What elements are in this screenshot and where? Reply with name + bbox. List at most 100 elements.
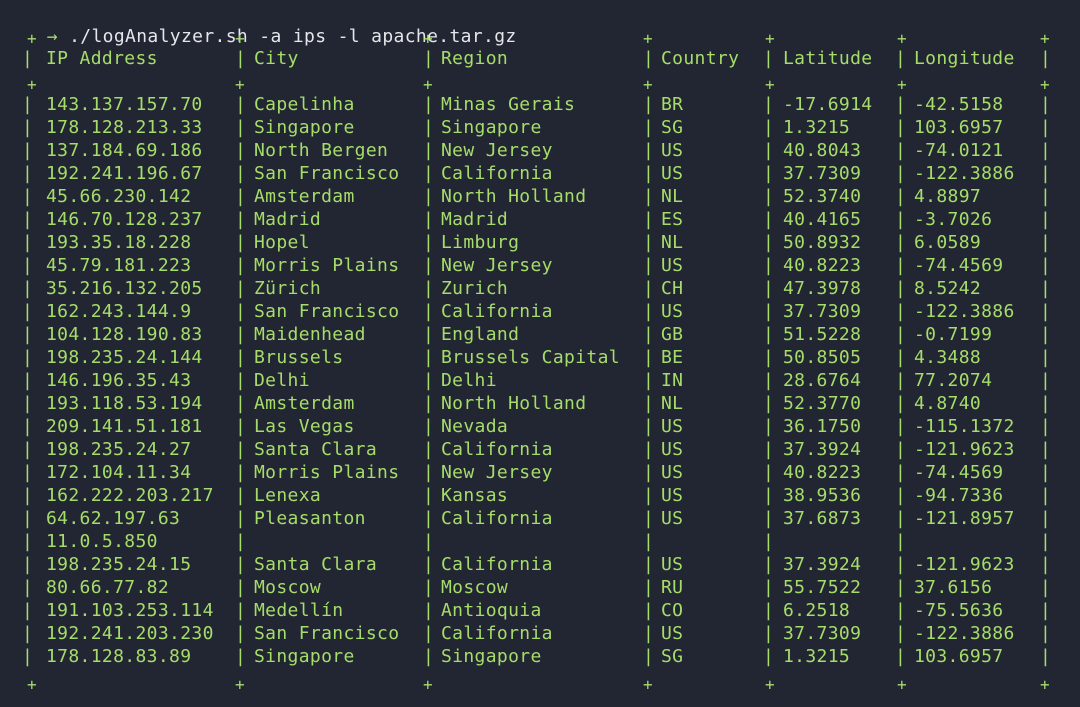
column-divider: | [235, 531, 247, 552]
table-cell: -74.4569 [914, 255, 1004, 276]
separator-plus: + [1040, 75, 1050, 94]
table-cell: Latitude [783, 48, 873, 69]
table-cell: ES [661, 209, 684, 230]
column-divider: | [643, 508, 655, 529]
table-cell: Madrid [254, 209, 322, 230]
column-divider: | [423, 646, 435, 667]
table-cell: -74.0121 [914, 140, 1004, 161]
column-divider: | [895, 94, 907, 115]
table-cell: US [661, 163, 684, 184]
table-cell: -115.1372 [914, 416, 1015, 437]
table-cell: 198.235.24.27 [46, 439, 192, 460]
table-cell: Country [661, 48, 740, 69]
column-divider: | [895, 439, 907, 460]
table-cell: North Bergen [254, 140, 389, 161]
column-divider: | [763, 646, 775, 667]
table-cell: 37.6156 [914, 577, 993, 598]
column-divider: | [1040, 462, 1052, 483]
column-divider: | [423, 163, 435, 184]
column-divider: | [895, 347, 907, 368]
column-divider: | [1040, 186, 1052, 207]
column-divider: | [1040, 531, 1052, 552]
column-divider: | [763, 347, 775, 368]
table-cell: California [441, 439, 553, 460]
table-cell: 51.5228 [783, 324, 862, 345]
table-cell: 191.103.253.114 [46, 600, 214, 621]
table-cell: 1.3215 [783, 117, 851, 138]
column-divider: | [1040, 117, 1052, 138]
command-line: → ./logAnalyzer.sh -a ips -l apache.tar.… [2, 2, 517, 47]
table-cell: SG [661, 646, 684, 667]
column-divider: | [643, 623, 655, 644]
table-cell: Lenexa [254, 485, 322, 506]
separator-plus: + [235, 75, 245, 94]
table-cell: NL [661, 232, 684, 253]
column-divider: | [1040, 278, 1052, 299]
column-divider: | [895, 255, 907, 276]
column-divider: | [895, 278, 907, 299]
table-cell: Brussels Capital [441, 347, 620, 368]
table-cell: Madrid [441, 209, 509, 230]
table-cell: 4.8740 [914, 393, 982, 414]
column-divider: | [235, 186, 247, 207]
column-divider: | [423, 508, 435, 529]
table-cell: RU [661, 577, 684, 598]
table-cell: 40.8043 [783, 140, 862, 161]
column-divider: | [763, 278, 775, 299]
column-divider: | [423, 255, 435, 276]
table-cell: Longitude [914, 48, 1015, 69]
column-divider: | [895, 163, 907, 184]
column-divider: | [1040, 163, 1052, 184]
table-cell: 37.7309 [783, 301, 862, 322]
column-divider: | [895, 117, 907, 138]
table-cell: Region [441, 48, 509, 69]
table-cell: North Holland [441, 186, 587, 207]
table-cell: North Holland [441, 393, 587, 414]
column-divider: | [423, 94, 435, 115]
column-divider: | [643, 462, 655, 483]
column-divider: | [763, 301, 775, 322]
table-cell: US [661, 508, 684, 529]
table-cell: 193.35.18.228 [46, 232, 192, 253]
column-divider: | [22, 301, 34, 322]
table-cell: 40.4165 [783, 209, 862, 230]
table-cell: Singapore [441, 117, 542, 138]
column-divider: | [235, 577, 247, 598]
table-cell: California [441, 163, 553, 184]
column-divider: | [22, 186, 34, 207]
column-divider: | [895, 301, 907, 322]
column-divider: | [22, 416, 34, 437]
column-divider: | [763, 439, 775, 460]
column-divider: | [22, 462, 34, 483]
table-cell: 146.70.128.237 [46, 209, 203, 230]
column-divider: | [423, 186, 435, 207]
prompt-line[interactable]: → [2, 686, 58, 707]
table-cell: 50.8505 [783, 347, 862, 368]
table-cell: US [661, 255, 684, 276]
table-cell: Zurich [441, 278, 509, 299]
table-cell: 37.7309 [783, 163, 862, 184]
column-divider: | [1040, 439, 1052, 460]
column-divider: | [643, 140, 655, 161]
prompt-arrow-icon: → [46, 26, 58, 47]
separator-plus: + [897, 675, 907, 694]
table-cell: 38.9536 [783, 485, 862, 506]
table-cell: BE [661, 347, 684, 368]
table-cell: -122.3886 [914, 301, 1015, 322]
table-cell: 37.6873 [783, 508, 862, 529]
column-divider: | [423, 48, 435, 69]
column-divider: | [235, 370, 247, 391]
column-divider: | [423, 301, 435, 322]
table-cell: 103.6957 [914, 646, 1004, 667]
column-divider: | [895, 485, 907, 506]
table-cell: -17.6914 [783, 94, 873, 115]
table-cell: New Jersey [441, 255, 553, 276]
column-divider: | [1040, 508, 1052, 529]
separator-plus: + [423, 75, 433, 94]
table-cell: 37.3924 [783, 554, 862, 575]
column-divider: | [763, 554, 775, 575]
column-divider: | [763, 416, 775, 437]
column-divider: | [895, 324, 907, 345]
table-cell: 36.1750 [783, 416, 862, 437]
